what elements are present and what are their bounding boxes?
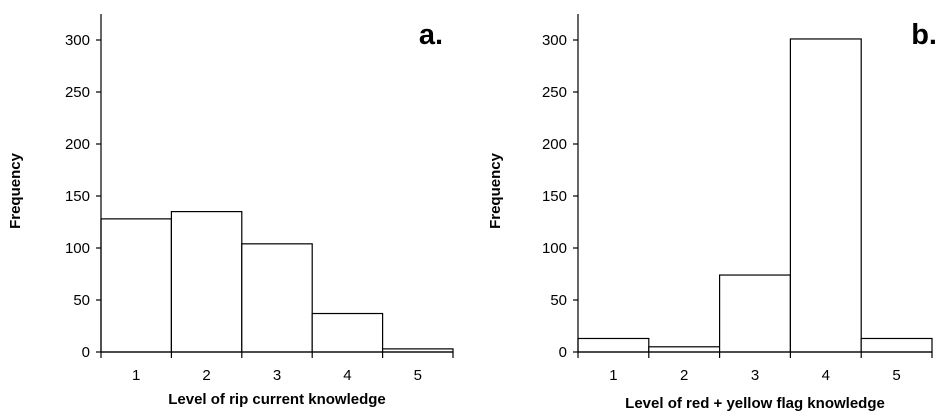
bar-1: [100, 218, 173, 353]
x-tick-label: 4: [343, 367, 351, 384]
x-tick-label: 3: [751, 367, 759, 384]
y-tick-label: 150: [65, 188, 90, 205]
y-tick-label: 250: [65, 84, 90, 101]
x-tick-label: 2: [202, 367, 210, 384]
chart-b: 0 50 100 150 200 250 300 1 2 3 4 5 Level of red + ye…: [487, 14, 937, 412]
y-axis-title: Frequency: [487, 152, 504, 229]
panel-label: a.: [419, 19, 443, 51]
x-tick-label: 1: [132, 367, 140, 384]
y-tick-label: 250: [542, 84, 567, 101]
x-axis-title: Level of rip current knowledge: [168, 391, 386, 408]
bar-4: [311, 312, 384, 353]
y-tick-label: 150: [542, 188, 567, 205]
chart-a: 0 50 100 150 200 250 300 1 2 3 4 5 Level of rip curr…: [7, 14, 454, 408]
x-axis-title: Level of red + yellow flag knowledge: [625, 395, 885, 412]
y-tick-label: 100: [65, 240, 90, 257]
x-tick-label: 1: [609, 367, 617, 384]
y-tick-label: 50: [73, 292, 90, 309]
y-tick-label: 0: [559, 344, 567, 361]
bar-2: [170, 211, 243, 353]
y-tick-label: 200: [65, 136, 90, 153]
y-tick-label: 300: [542, 32, 567, 49]
bar-3: [241, 243, 313, 353]
y-axis-title: Frequency: [7, 152, 24, 229]
x-tick-label: 5: [414, 367, 422, 384]
y-tick-label: 300: [65, 32, 90, 49]
y-tick-label: 50: [550, 292, 567, 309]
bar-2: [648, 346, 721, 353]
x-tick-label: 3: [273, 367, 281, 384]
y-tick-label: 100: [542, 240, 567, 257]
bar-1: [577, 337, 650, 353]
bar-3: [719, 274, 792, 353]
y-tick-label: 0: [82, 344, 90, 361]
x-tick-label: 2: [680, 367, 688, 384]
x-tick-label: 5: [892, 367, 900, 384]
x-tick-label: 4: [822, 367, 830, 384]
panel-label: b.: [911, 19, 937, 51]
bar-5: [860, 337, 933, 353]
y-tick-label: 200: [542, 136, 567, 153]
bar-4: [789, 38, 862, 353]
